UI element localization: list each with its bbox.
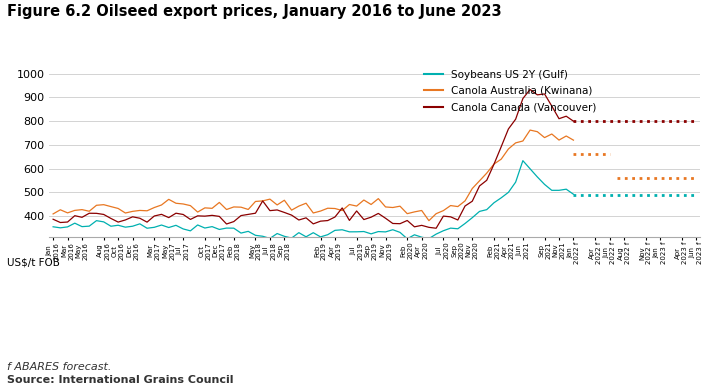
Text: Figure 6.2 Oilseed export prices, January 2016 to June 2023: Figure 6.2 Oilseed export prices, Januar… <box>7 4 502 19</box>
Legend: Soybeans US 2Y (Gulf), Canola Australia (Kwinana), Canola Canada (Vancouver): Soybeans US 2Y (Gulf), Canola Australia … <box>420 65 601 116</box>
Text: US$/t FOB: US$/t FOB <box>7 258 60 268</box>
Text: Source: International Grains Council: Source: International Grains Council <box>7 375 233 383</box>
Text: f ABARES forecast.: f ABARES forecast. <box>7 362 112 372</box>
